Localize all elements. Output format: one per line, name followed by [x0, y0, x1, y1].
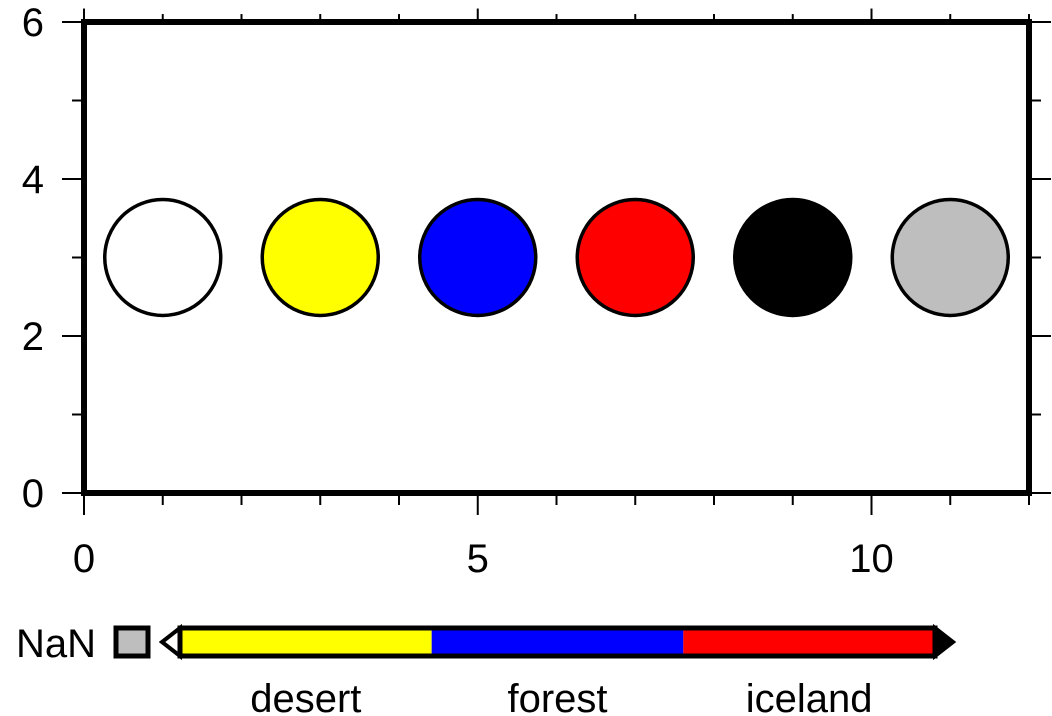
y-tick-label: 2 [22, 315, 44, 359]
y-tick-label: 0 [22, 472, 44, 516]
nan-label: NaN [16, 622, 96, 666]
data-point-6 [890, 197, 1010, 318]
colorbar-segment-forest [431, 628, 684, 656]
plot-area [84, 22, 1029, 493]
x-tick-label: 5 [467, 537, 489, 581]
colorbar-segment-desert [180, 628, 432, 656]
colorbar-outline [177, 625, 938, 659]
data-point-5 [733, 197, 853, 318]
colorbar-segment-iceland [683, 628, 935, 656]
axes [84, 22, 1029, 493]
colorbar-label-iceland: iceland [746, 677, 873, 716]
data-point-2 [260, 197, 380, 318]
data-point-3 [418, 197, 538, 318]
data-point-1 [103, 197, 223, 318]
colorbar-background-triangle [158, 623, 182, 661]
colorbar-label-desert: desert [250, 677, 361, 716]
axis-ticks: 0 5 10 0 2 4 6 [22, 1, 1051, 581]
nan-swatch [113, 625, 151, 659]
y-tick-label: 4 [22, 158, 44, 202]
x-tick-label: 10 [849, 537, 894, 581]
colorbar-label-forest: forest [507, 677, 607, 716]
plot-frame [81, 19, 1032, 496]
x-tick-label: 0 [73, 537, 95, 581]
data-point-4 [575, 197, 695, 318]
frame-border [81, 19, 1032, 496]
y-tick-label: 6 [22, 1, 44, 45]
colorbar-foreground-triangle [933, 623, 957, 661]
colorbar: NaN desert forest iceland [16, 622, 957, 716]
data-points [103, 197, 1010, 318]
